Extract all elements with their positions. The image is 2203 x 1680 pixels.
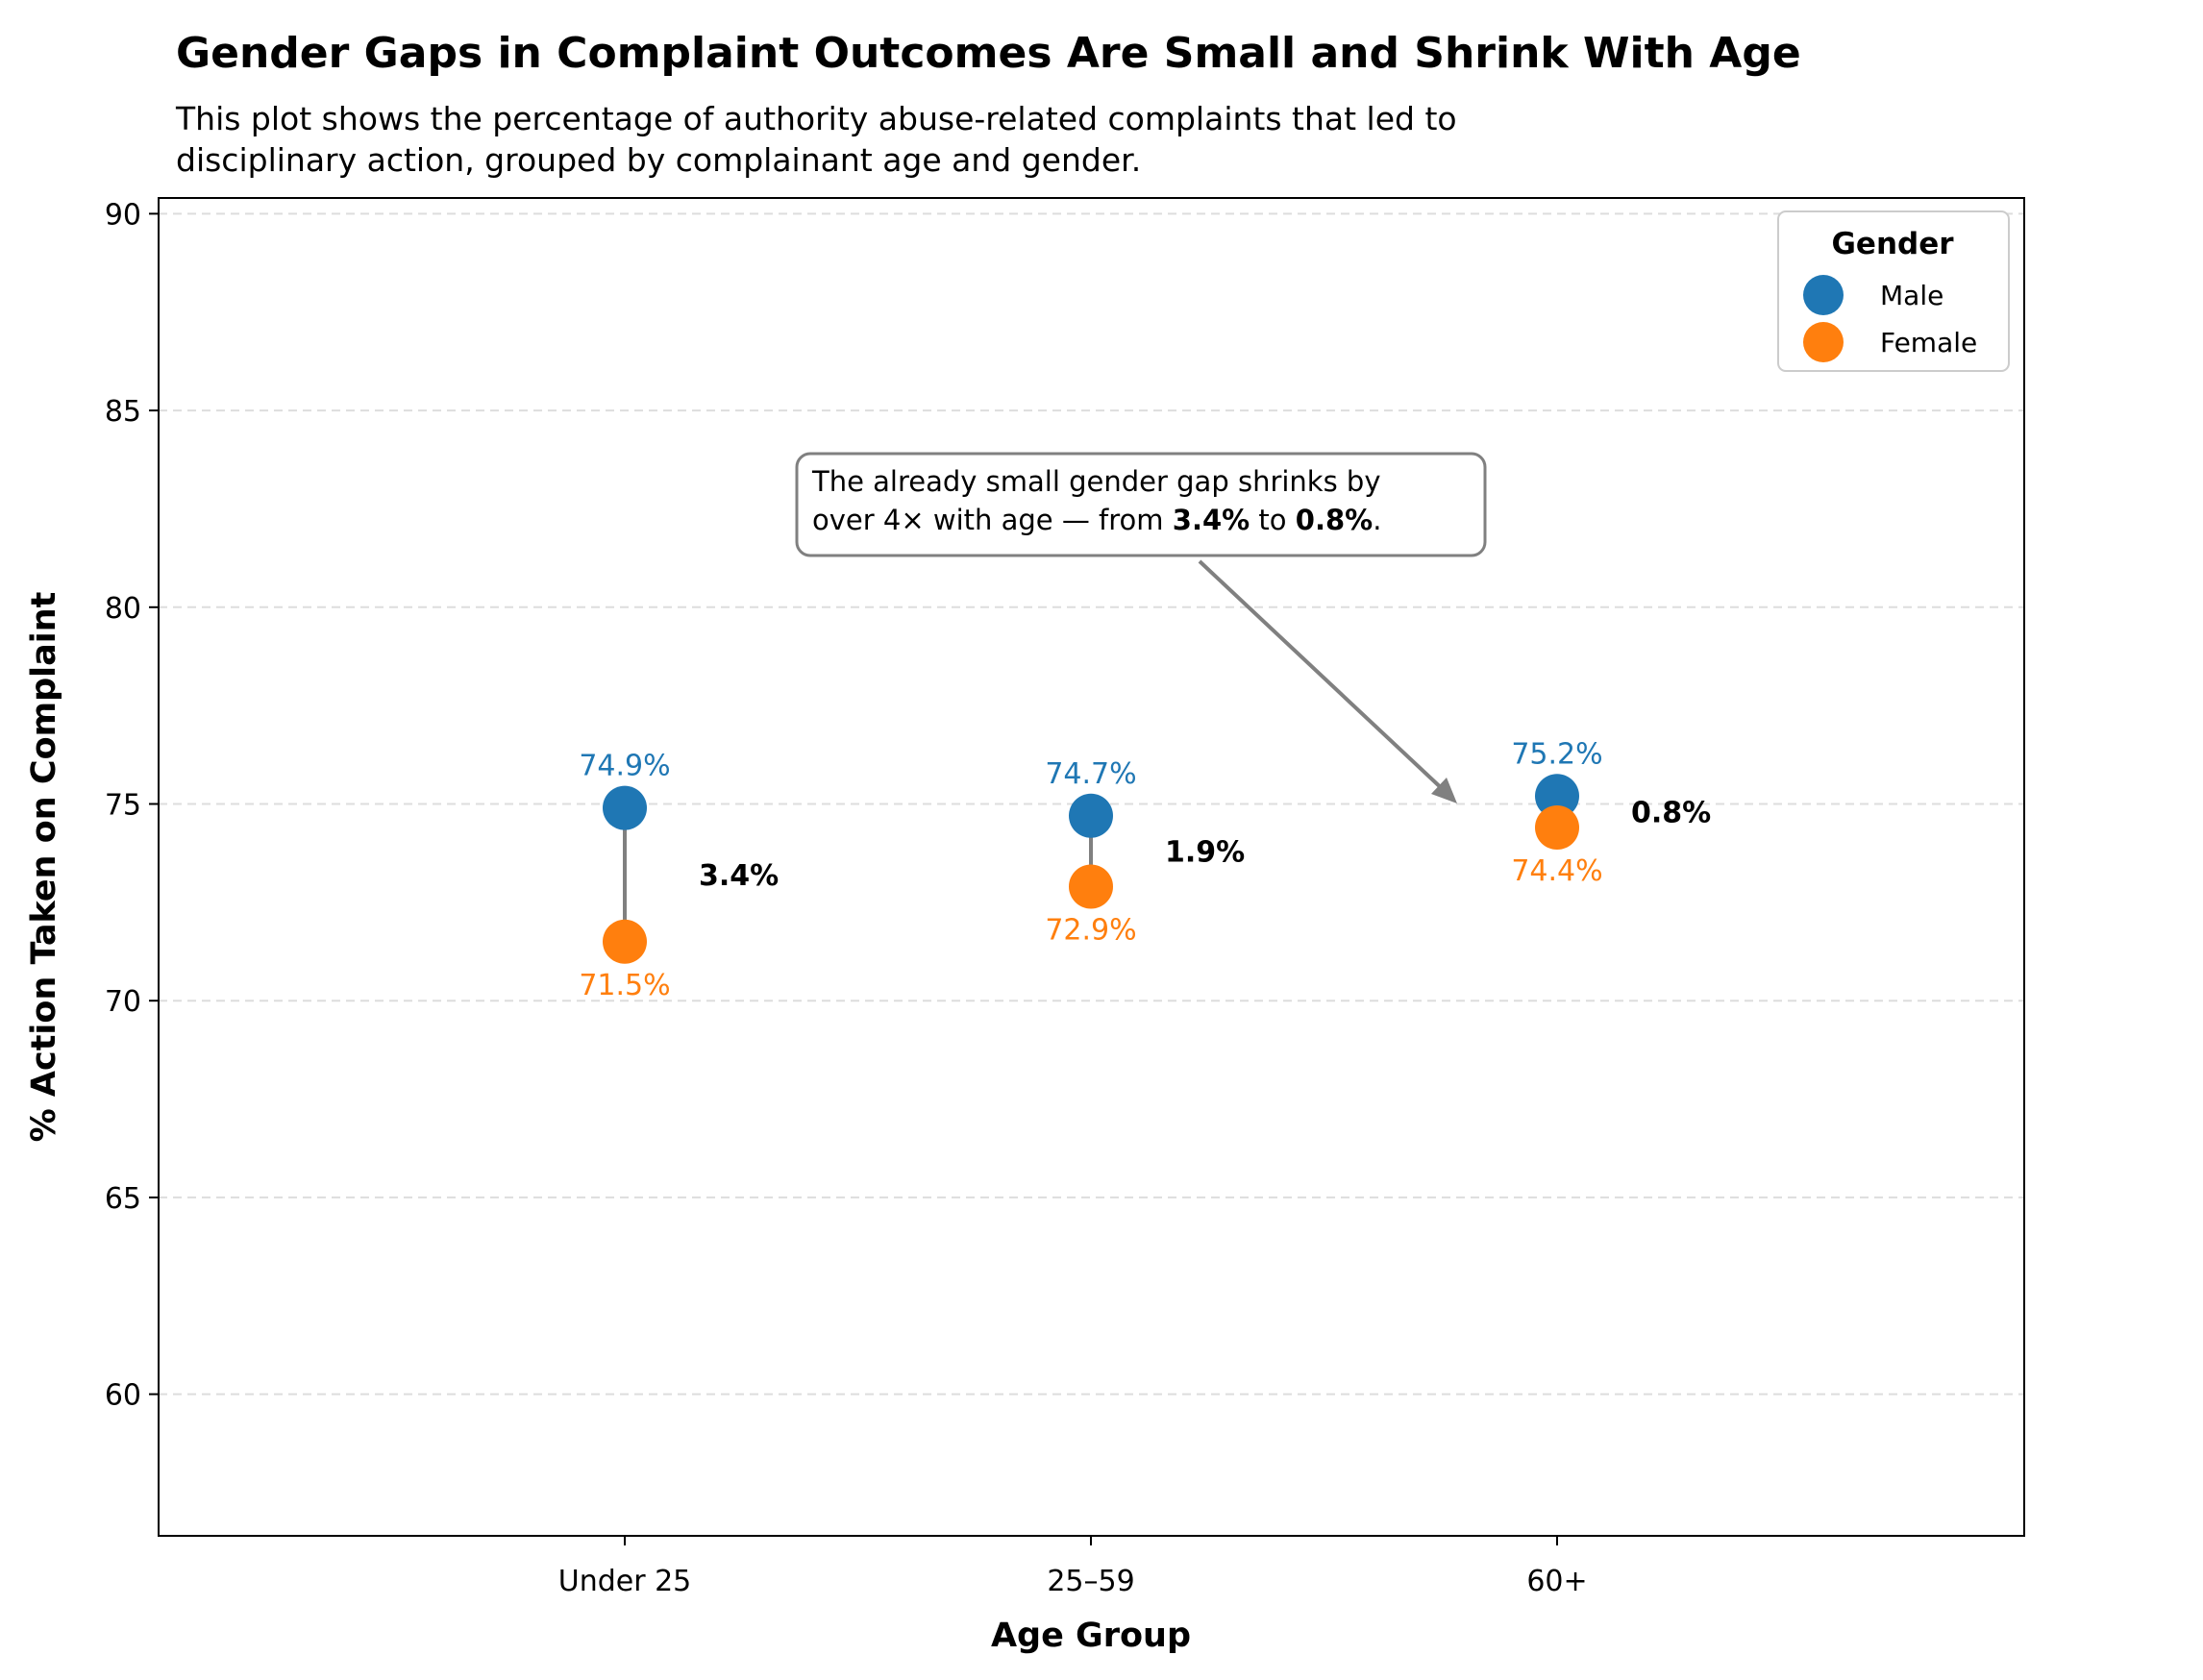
annotation-text: . [1373, 504, 1381, 536]
annotation: The already small gender gap shrinks by o… [795, 452, 1487, 803]
male-point [603, 785, 647, 830]
legend-title: Gender [1831, 227, 1954, 261]
plot-frame [158, 197, 2025, 1537]
grid-lines [159, 212, 2024, 1396]
gap-value-label: 1.9% [1165, 836, 1245, 870]
y-tick-label: 70 [105, 985, 141, 1019]
annotation-arrowhead [1431, 778, 1457, 803]
data-points [603, 774, 1579, 964]
male-point [1069, 793, 1113, 838]
legend-label: Male [1880, 280, 1943, 311]
x-tick-label: 25–59 [1047, 1565, 1134, 1598]
y-tick-label: 90 [105, 198, 141, 232]
y-tick-label: 80 [105, 592, 141, 626]
annotation-arrow-line [1198, 559, 1448, 795]
annotation-text: to [1250, 504, 1296, 536]
legend: Gender Male Female [1777, 210, 2010, 372]
x-tick-label: 60+ [1526, 1565, 1587, 1598]
y-tick-label: 75 [105, 788, 141, 822]
male-value-label: 74.7% [1045, 757, 1136, 791]
annotation-bold-text: 0.8% [1296, 504, 1373, 536]
male-value-label: 75.2% [1511, 737, 1602, 771]
male-value-label: 74.9% [579, 750, 670, 783]
y-tick-label: 65 [105, 1182, 141, 1216]
legend-marker [1803, 275, 1844, 315]
female-point [1069, 864, 1113, 909]
chart-subtitle-line-1: This plot shows the percentage of author… [175, 100, 1457, 137]
female-value-label: 74.4% [1511, 854, 1602, 888]
annotation-text: The already small gender gap shrinks by [811, 465, 1381, 498]
male-point [1535, 774, 1579, 819]
annotation-text: over 4× with age — from [812, 504, 1173, 536]
data-labels: 74.9% 71.5% 3.4% 74.7% 72.9% 1.9% 75.2% 74.4% 0.… [579, 737, 1711, 1001]
gap-value-label: 3.4% [699, 859, 779, 893]
female-value-label: 72.9% [1045, 913, 1136, 947]
female-point [603, 919, 647, 964]
chart-subtitle-line-2: disciplinary action, grouped by complain… [176, 141, 1141, 179]
annotation-line: over 4× with age — from 3.4% to 0.8%. [812, 504, 1381, 536]
legend-marker [1803, 322, 1844, 362]
legend-label: Female [1880, 327, 1977, 358]
chart-title: Gender Gaps in Complaint Outcomes Are Sm… [176, 29, 1801, 78]
gap-value-label: 0.8% [1631, 797, 1711, 830]
y-axis-label: % Action Taken on Complaint [25, 592, 63, 1143]
axis-ticks: 60 65 70 75 80 85 90 Under 25 25–59 60+ [105, 198, 1588, 1598]
x-tick-label: Under 25 [558, 1565, 692, 1598]
x-axis-label: Age Group [991, 1617, 1191, 1655]
female-value-label: 71.5% [579, 969, 670, 1002]
y-tick-label: 85 [105, 395, 141, 429]
female-point [1535, 805, 1579, 851]
annotation-box [795, 452, 1487, 557]
y-tick-label: 60 [105, 1379, 141, 1413]
annotation-bold-text: 3.4% [1173, 504, 1250, 536]
annotation-line: The already small gender gap shrinks by [811, 465, 1381, 498]
